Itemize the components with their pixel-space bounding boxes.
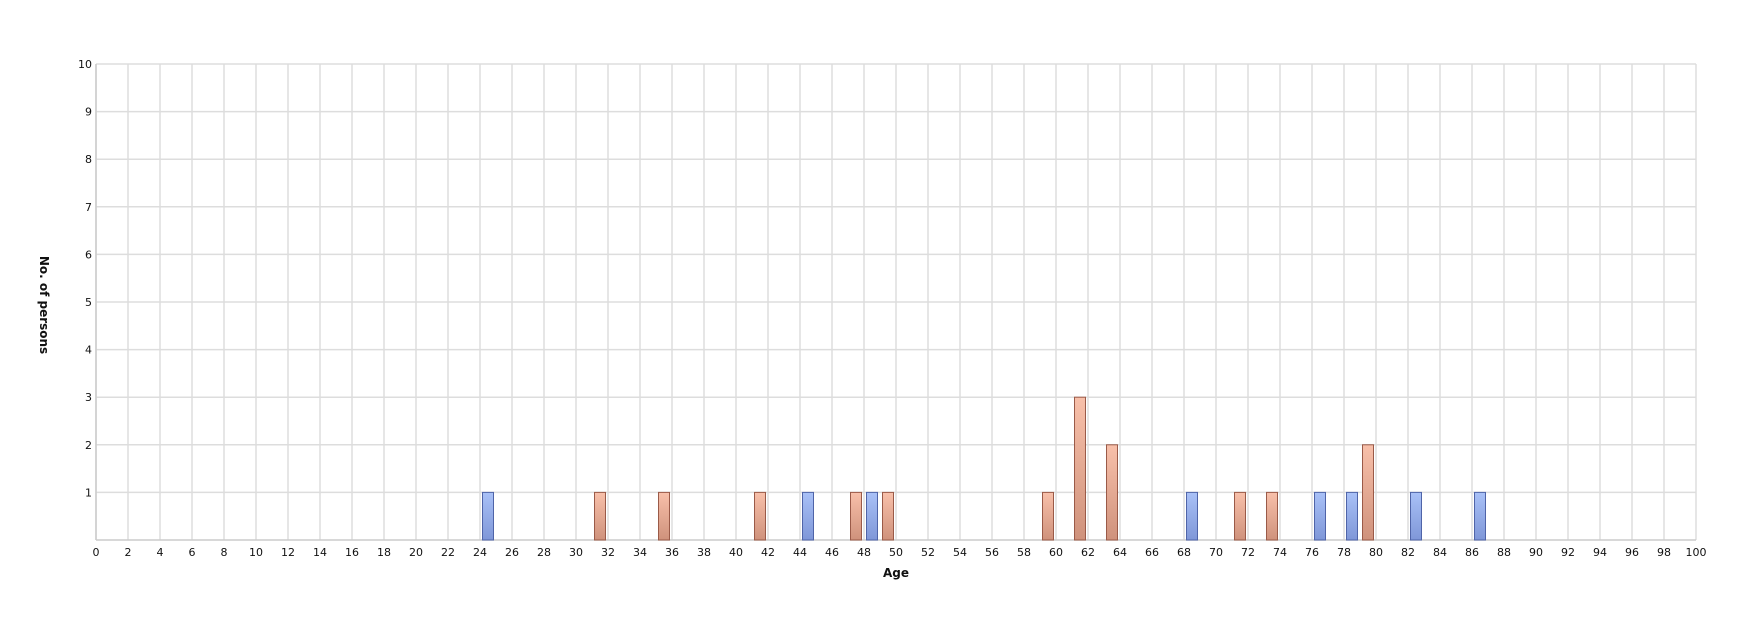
orange-bar <box>594 491 606 541</box>
y-axis-label: No. of persons <box>37 256 51 354</box>
x-tick-label: 26 <box>505 546 519 559</box>
x-tick-label: 94 <box>1593 546 1607 559</box>
x-tick-label: 50 <box>889 546 903 559</box>
x-tick-label: 90 <box>1529 546 1543 559</box>
orange-bar <box>1074 396 1086 541</box>
x-tick-label: 80 <box>1369 546 1383 559</box>
x-tick-label: 2 <box>125 546 132 559</box>
x-tick-label: 48 <box>857 546 871 559</box>
orange-bar <box>1266 491 1278 541</box>
x-tick-label: 70 <box>1209 546 1223 559</box>
x-tick-label: 92 <box>1561 546 1575 559</box>
x-tick-label: 82 <box>1401 546 1415 559</box>
orange-bar <box>1106 444 1118 541</box>
orange-bar <box>754 491 766 541</box>
x-tick-label: 64 <box>1113 546 1127 559</box>
y-tick-label: 2 <box>85 439 92 452</box>
x-tick-label: 86 <box>1465 546 1479 559</box>
y-tick-label: 8 <box>85 153 92 166</box>
x-tick-label: 36 <box>665 546 679 559</box>
x-tick-label: 18 <box>377 546 391 559</box>
x-tick-label: 54 <box>953 546 967 559</box>
x-tick-label: 10 <box>249 546 263 559</box>
y-tick-label: 10 <box>78 58 92 71</box>
x-tick-label: 44 <box>793 546 807 559</box>
blue-bar <box>1346 491 1358 541</box>
x-tick-label: 14 <box>313 546 327 559</box>
orange-bar <box>1042 491 1054 541</box>
x-tick-label: 16 <box>345 546 359 559</box>
y-tick-label: 1 <box>85 486 92 499</box>
x-tick-label: 98 <box>1657 546 1671 559</box>
y-tick-label: 4 <box>85 344 92 357</box>
y-tick-label: 3 <box>85 391 92 404</box>
blue-bar <box>1410 491 1422 541</box>
x-tick-label: 78 <box>1337 546 1351 559</box>
x-tick-label: 6 <box>189 546 196 559</box>
x-tick-label: 38 <box>697 546 711 559</box>
x-tick-label: 58 <box>1017 546 1031 559</box>
x-tick-label: 8 <box>221 546 228 559</box>
x-tick-label: 96 <box>1625 546 1639 559</box>
orange-bar <box>882 491 894 541</box>
x-tick-label: 84 <box>1433 546 1447 559</box>
y-tick-label: 5 <box>85 296 92 309</box>
blue-bar <box>1474 491 1486 541</box>
y-tick-label: 7 <box>85 201 92 214</box>
x-tick-label: 12 <box>281 546 295 559</box>
blue-bar <box>866 491 878 541</box>
x-tick-label: 40 <box>729 546 743 559</box>
x-tick-label: 30 <box>569 546 583 559</box>
blue-bar <box>482 491 494 541</box>
x-tick-label: 88 <box>1497 546 1511 559</box>
x-tick-label: 34 <box>633 546 647 559</box>
x-tick-label: 66 <box>1145 546 1159 559</box>
x-tick-label: 52 <box>921 546 935 559</box>
blue-bar <box>1314 491 1326 541</box>
x-tick-label: 20 <box>409 546 423 559</box>
x-tick-label: 100 <box>1686 546 1707 559</box>
orange-bar <box>1234 491 1246 541</box>
x-tick-label: 22 <box>441 546 455 559</box>
x-tick-label: 46 <box>825 546 839 559</box>
x-tick-label: 72 <box>1241 546 1255 559</box>
x-tick-label: 4 <box>157 546 164 559</box>
orange-bar <box>658 491 670 541</box>
x-tick-label: 68 <box>1177 546 1191 559</box>
x-tick-label: 0 <box>93 546 100 559</box>
tick-labels: 0 2 4 6 8 10 12 14 16 18 20 22 24 26 28 30 32 34 36 38 40 42 4… <box>78 58 1707 559</box>
y-tick-label: 6 <box>85 248 92 261</box>
orange-bar <box>850 491 862 541</box>
grid <box>95 63 1697 541</box>
y-tick-label: 9 <box>85 106 92 119</box>
orange-bar <box>1362 444 1374 541</box>
x-tick-label: 24 <box>473 546 487 559</box>
x-tick-label: 76 <box>1305 546 1319 559</box>
x-tick-label: 74 <box>1273 546 1287 559</box>
x-tick-label: 56 <box>985 546 999 559</box>
x-axis-label: Age <box>883 566 909 580</box>
blue-bar <box>1186 491 1198 541</box>
bars <box>482 396 1486 541</box>
x-tick-label: 32 <box>601 546 615 559</box>
blue-bar <box>802 491 814 541</box>
x-tick-label: 60 <box>1049 546 1063 559</box>
x-tick-label: 42 <box>761 546 775 559</box>
x-tick-label: 62 <box>1081 546 1095 559</box>
x-tick-label: 28 <box>537 546 551 559</box>
